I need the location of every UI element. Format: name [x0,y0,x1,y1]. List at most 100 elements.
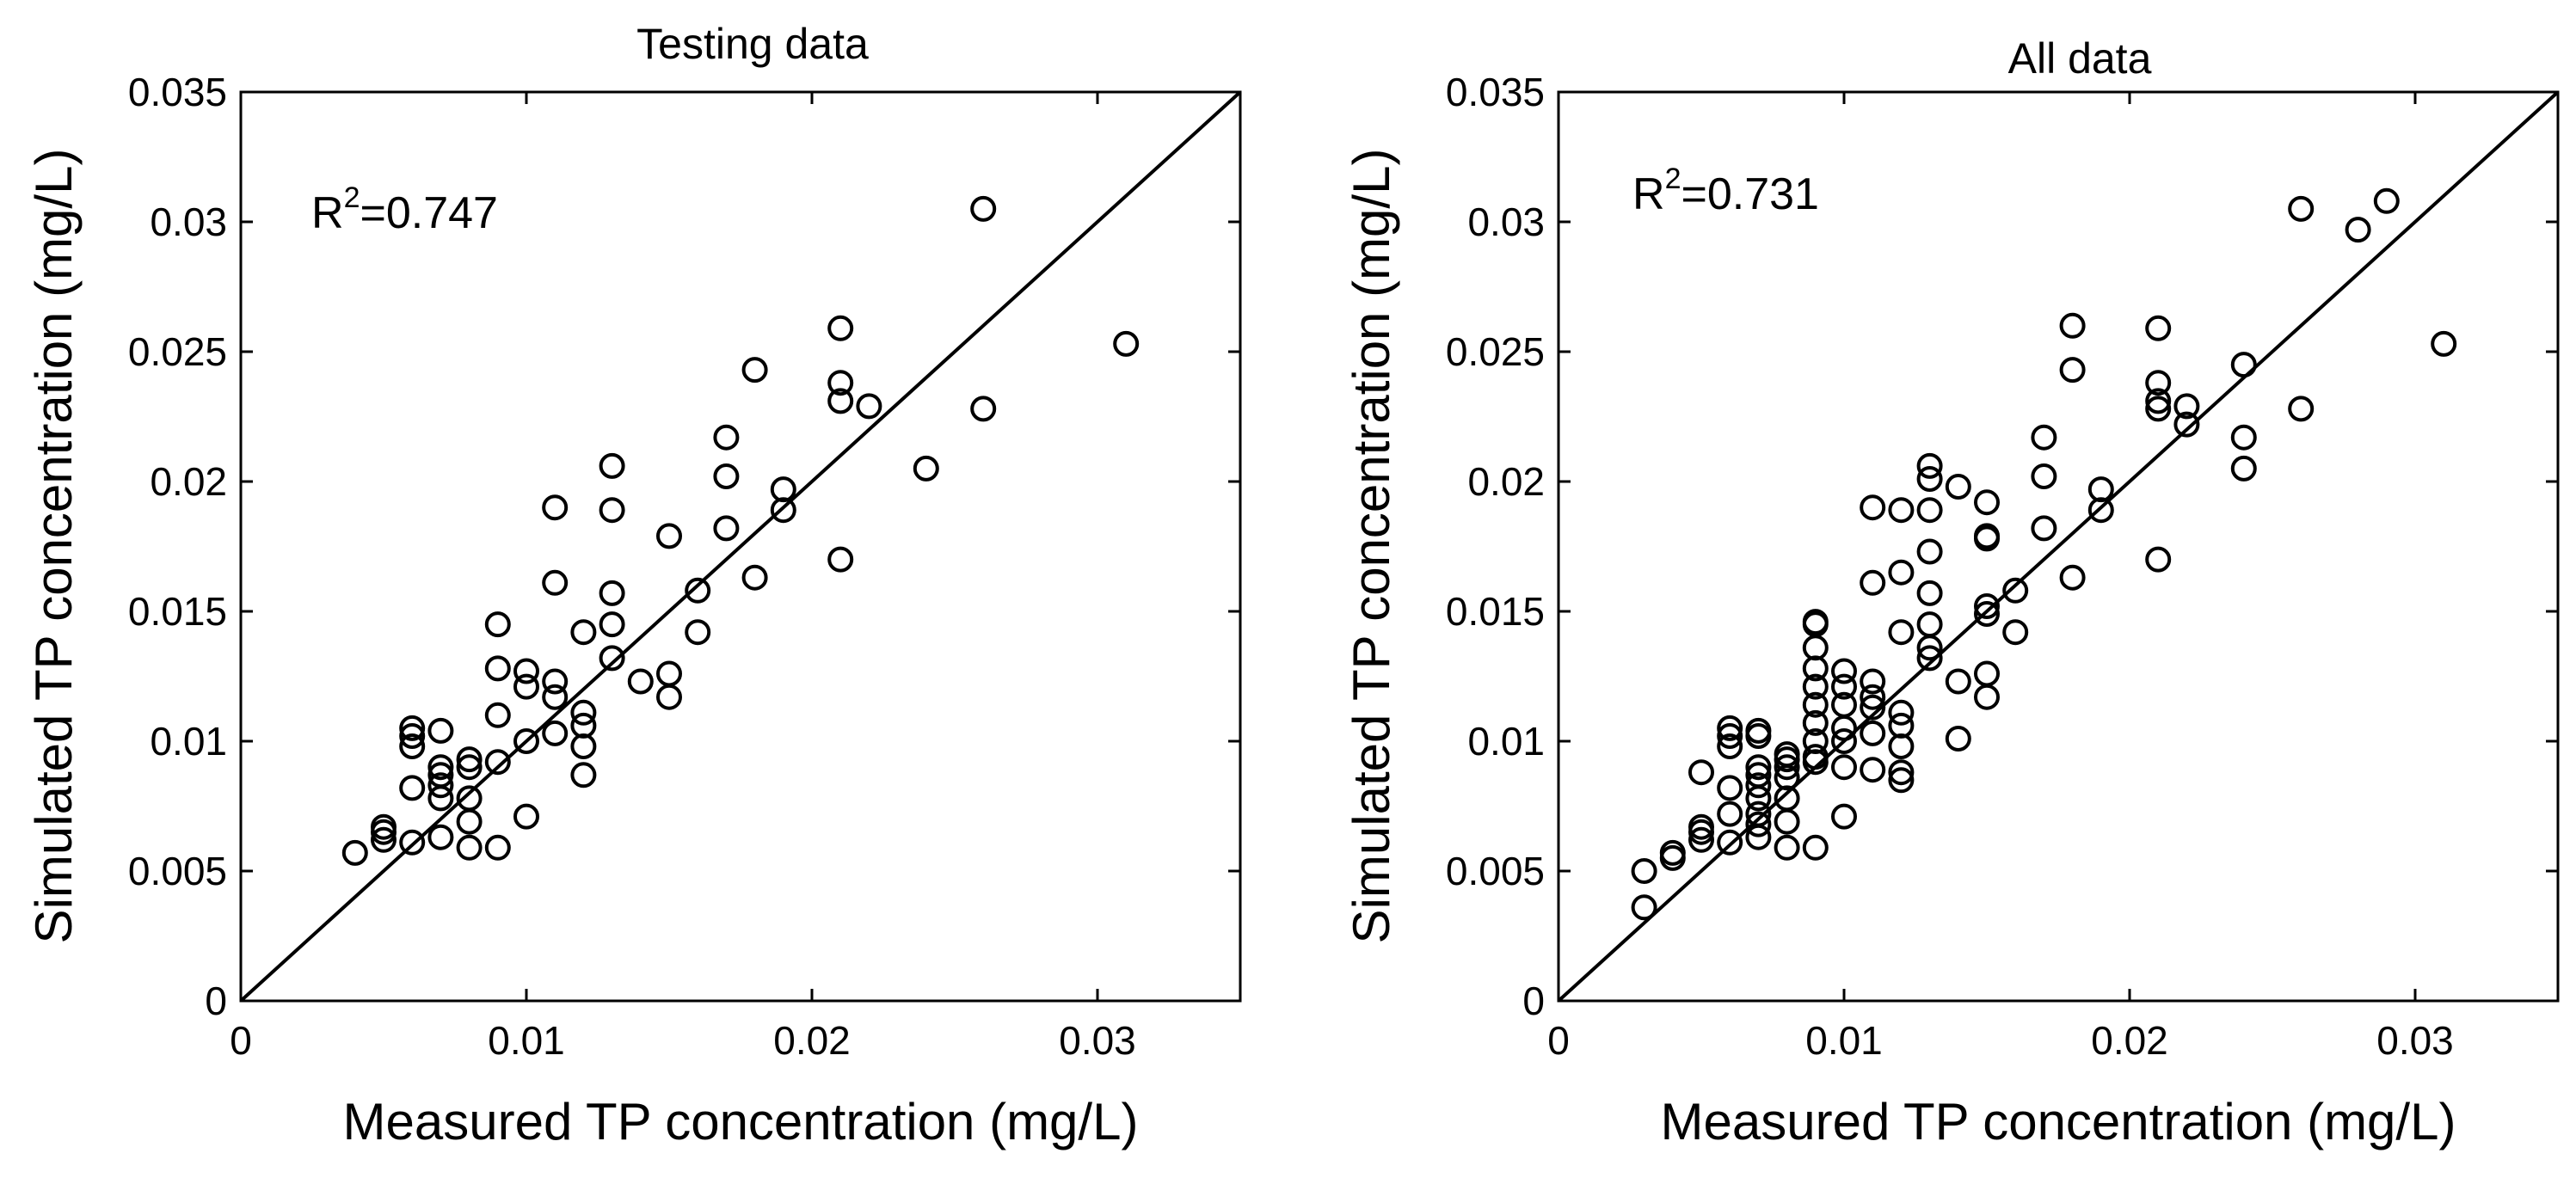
data-point [542,684,569,710]
plot-frame [1557,90,2560,1003]
y-axis-label: Simulated TP concentration (mg/L) [1343,149,1400,944]
data-point [1945,474,1971,500]
data-point [1745,723,1772,749]
data-point [970,195,997,222]
y-tick-label: 0 [1522,979,1545,1023]
x-tick-label: 0.03 [1059,1018,1136,1063]
data-point [371,826,397,853]
data-point [456,808,483,835]
data-point [1774,746,1800,773]
data-point [371,813,397,840]
data-point [1974,525,2000,552]
data-points [341,195,1140,866]
data-point [1974,684,2000,710]
data-point [542,494,569,521]
data-point [513,728,539,754]
data-point [399,715,426,741]
data-point [1916,497,1943,524]
panel-testing-data: Testing data 0 0.005 0.01 0.015 0.02 0.025 0.0… [25,20,1242,1150]
data-point [2173,393,2200,420]
data-point [913,455,939,482]
y-tick-label: 0.02 [1467,459,1545,504]
data-point [399,733,426,759]
data-point [827,370,854,396]
r-squared-prefix: R [1632,169,1665,219]
data-point [2230,424,2257,451]
data-point [1774,808,1800,835]
data-point [1860,757,1886,783]
data-point [2345,217,2371,243]
data-point [1831,658,1857,684]
data-point [1717,733,1743,759]
x-tick-label: 0.02 [2091,1018,2168,1063]
data-point [2031,424,2057,451]
data-point [1916,645,1943,672]
data-point [656,523,682,549]
data-point [1916,580,1943,606]
r-squared-superscript: 2 [1665,163,1681,195]
data-point [856,393,882,420]
data-point [1113,330,1140,357]
data-point [570,619,597,646]
data-point [570,733,597,759]
data-point [1831,803,1857,830]
plot-frame [239,90,1242,1003]
data-point [1717,715,1743,741]
data-point [827,315,854,341]
data-point [1888,759,1915,786]
data-point [1745,772,1772,799]
x-tick-label: 0 [230,1018,252,1063]
data-point [627,668,654,695]
data-point [599,452,625,479]
data-point [1888,699,1915,726]
data-point [599,580,625,606]
x-tick-label: 0.02 [773,1018,851,1063]
data-point [484,749,511,776]
x-tick-label: 0.01 [488,1018,565,1063]
panel-title: Testing data [636,20,869,68]
data-point [1860,668,1886,695]
data-point [1916,538,1943,565]
y-tick-label: 0 [205,979,227,1023]
data-point [685,577,711,604]
data-point [1860,720,1886,746]
data-point [1717,801,1743,827]
data-point [1974,601,2000,627]
data-point [827,388,854,414]
data-point [1860,694,1886,721]
data-point [1916,452,1943,479]
data-point [399,829,426,856]
data-point [599,611,625,638]
data-point [399,723,426,749]
data-point [1688,819,1714,845]
tick-marks [239,90,1240,1003]
data-point [1860,494,1886,521]
data-point [456,834,483,861]
data-point [1774,754,1800,781]
data-point [1888,559,1915,586]
x-axis-label: Measured TP concentration (mg/L) [343,1093,1139,1150]
data-point [1888,497,1915,524]
data-point [542,668,569,695]
data-point [713,515,740,542]
one-to-one-line [239,90,1242,1003]
data-point [1916,635,1943,661]
one-to-one-line [1557,90,2560,1003]
y-tick-label: 0.005 [1446,849,1545,893]
data-point [570,699,597,726]
data-point [1974,593,2000,619]
data-point [1802,673,1829,700]
data-point [1831,754,1857,781]
data-point [1802,834,1829,861]
data-point [1860,684,1886,710]
data-point [2059,357,2086,383]
data-point [484,655,511,682]
data-point [456,746,483,773]
data-point [2230,455,2257,482]
data-point [970,396,997,422]
data-point [1745,824,1772,850]
data-point [1745,811,1772,837]
data-point [1717,829,1743,856]
data-point [341,839,368,866]
